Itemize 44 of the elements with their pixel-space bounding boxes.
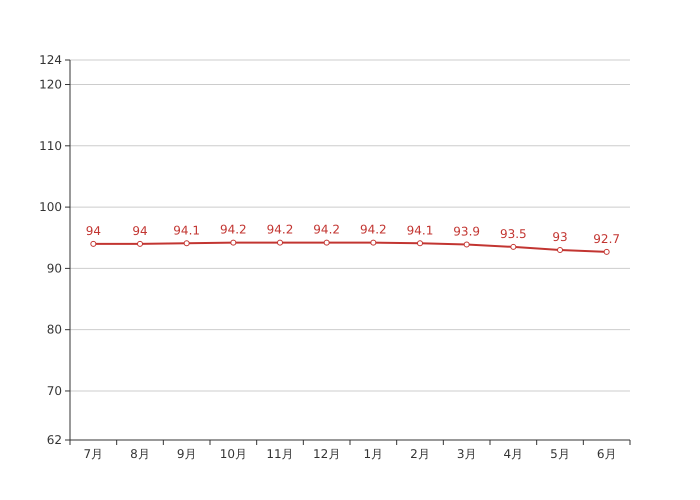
data-label: 93.5 — [500, 226, 527, 241]
data-label: 92.7 — [593, 232, 620, 246]
point — [277, 240, 283, 246]
x-tick-label: 9月 — [176, 447, 196, 461]
y-tick-label: 80 — [46, 322, 62, 337]
point — [464, 241, 470, 248]
point — [184, 240, 190, 246]
data-label: 94 — [86, 224, 101, 238]
x-tick-label: 10月 — [220, 447, 247, 461]
y-tick-label: 70 — [46, 384, 62, 398]
point — [557, 247, 563, 253]
point — [510, 244, 516, 250]
data-label: 94.2 — [360, 222, 387, 237]
x-tick-label: 6月 — [596, 447, 616, 461]
point — [324, 240, 330, 246]
x-tick-label: 2月 — [410, 447, 430, 461]
x-tick-label: 12月 — [313, 447, 340, 461]
data-label: 94.1 — [173, 223, 200, 238]
x-tick-label: 7月 — [84, 447, 104, 461]
y-tick-label: 100 — [39, 200, 62, 214]
data-label: 94 — [132, 224, 148, 238]
data-label: 93.9 — [453, 224, 480, 238]
point — [230, 240, 236, 246]
point — [417, 240, 423, 246]
data-label: 94.1 — [406, 223, 434, 238]
x-tick-label: 1月 — [364, 447, 384, 461]
x-tick-label: 8月 — [130, 447, 150, 461]
x-tick-label: 11月 — [266, 447, 294, 461]
data-label: 94.2 — [220, 222, 247, 237]
data-label: 94.2 — [266, 222, 294, 237]
x-tick-label: 5月 — [550, 447, 570, 461]
y-tick-label: 110 — [39, 138, 62, 153]
y-tick-label: 124 — [39, 53, 62, 67]
data-label: 93 — [552, 230, 568, 244]
point — [137, 240, 143, 247]
point — [604, 248, 610, 255]
y-tick-label: 120 — [39, 78, 62, 92]
y-tick-label: 90 — [46, 261, 62, 276]
y-tick-label: 62 — [46, 433, 62, 447]
point — [370, 240, 376, 246]
x-tick-label: 4月 — [504, 447, 524, 461]
x-tick-label: 3月 — [456, 447, 476, 461]
data-label: 94.2 — [313, 222, 340, 237]
point — [90, 240, 96, 247]
